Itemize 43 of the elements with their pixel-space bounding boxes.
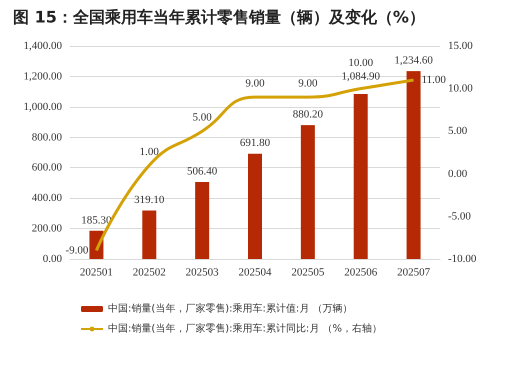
x-tick-label: 202507 <box>397 266 431 278</box>
y2-tick-label: 10.00 <box>448 82 474 95</box>
bar <box>300 125 315 259</box>
chart-title: 图 15：全国乘用车当年累计零售销量（辆）及变化（%） <box>13 8 425 26</box>
x-tick-label: 202506 <box>344 266 378 278</box>
x-tick-label: 202501 <box>80 266 113 278</box>
data-label: 319.10 <box>134 194 165 206</box>
bar <box>248 154 262 259</box>
x-tick-label: 202505 <box>291 266 325 278</box>
y-tick-label: 600.00 <box>32 162 62 174</box>
y-tick-label: 200.00 <box>32 222 62 235</box>
data-label: 10.00 <box>348 57 374 70</box>
data-label: 880.20 <box>292 108 324 121</box>
data-label: 9.00 <box>298 78 318 90</box>
data-label: 1.00 <box>140 146 160 158</box>
data-label: 506.40 <box>187 165 218 178</box>
legend-label: 中国:销量(当年，厂家零售):乘用车:累计同比:月 （%，右轴） <box>108 322 382 334</box>
y-tick-label: 0.00 <box>42 253 62 265</box>
y2-tick-label: 15.00 <box>448 40 474 52</box>
data-label: 11.00 <box>422 74 446 86</box>
y-tick-label: 800.00 <box>32 131 62 144</box>
y-tick-label: 1,400.00 <box>24 40 62 52</box>
data-label: 691.80 <box>240 137 271 150</box>
x-tick-label: 202504 <box>238 266 272 278</box>
bar <box>195 182 210 259</box>
data-label: 1,084.90 <box>341 70 380 82</box>
y-tick-label: 1,000.00 <box>24 100 62 113</box>
bar <box>354 94 368 259</box>
data-label: 9.00 <box>245 78 266 90</box>
y2-tick-label: 0.00 <box>448 168 468 180</box>
y2-tick-label: 5.00 <box>448 125 468 138</box>
x-tick-label: 202502 <box>132 266 166 278</box>
y2-tick-label: -5.00 <box>448 210 472 222</box>
legend-label: 中国:销量(当年，厂家零售):乘用车:累计值:月 （万辆） <box>108 302 352 314</box>
bar <box>406 71 421 259</box>
y2-tick-label: -10.00 <box>448 253 477 265</box>
data-label: -9.00 <box>66 244 89 256</box>
y-tick-label: 400.00 <box>32 192 62 204</box>
data-label: 1,234.60 <box>394 54 434 67</box>
y-tick-label: 1,200.00 <box>24 70 62 82</box>
x-tick-label: 202503 <box>186 266 220 278</box>
bar <box>142 210 156 259</box>
data-label: 5.00 <box>192 112 212 124</box>
